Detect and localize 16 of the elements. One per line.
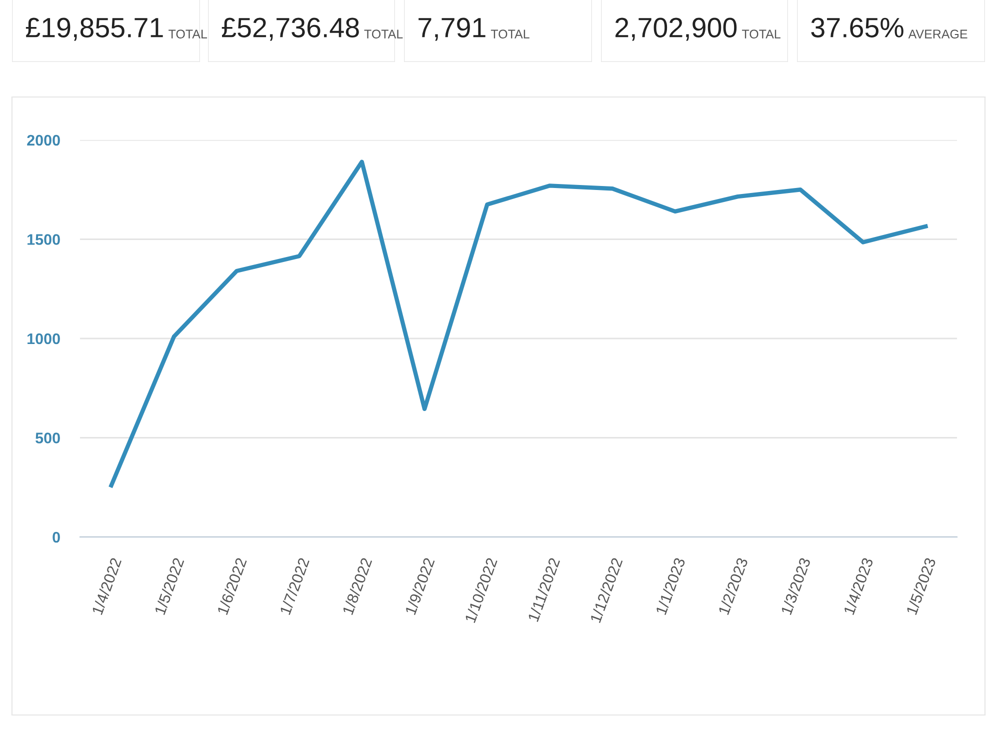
text: AVERAGE xyxy=(908,30,968,38)
y-tick-label: 1500 xyxy=(28,234,60,245)
text: 37.65% xyxy=(811,18,904,38)
text: TOTAL xyxy=(490,30,530,38)
text: 7,791 xyxy=(418,18,486,41)
y-tick-label: 500 xyxy=(36,432,60,444)
y-tick-label: 0 xyxy=(52,532,60,543)
text: TOTAL xyxy=(742,30,780,38)
y-tick-label: 1000 xyxy=(28,333,60,344)
text: £19,855.71 xyxy=(26,18,163,41)
text: 2,702,900 xyxy=(615,18,737,41)
text: TOTAL xyxy=(364,30,403,38)
text: TOTAL xyxy=(168,30,208,38)
text: £52,736.48 xyxy=(222,18,359,41)
line-series xyxy=(109,160,928,488)
y-tick-label: 2000 xyxy=(27,134,60,146)
